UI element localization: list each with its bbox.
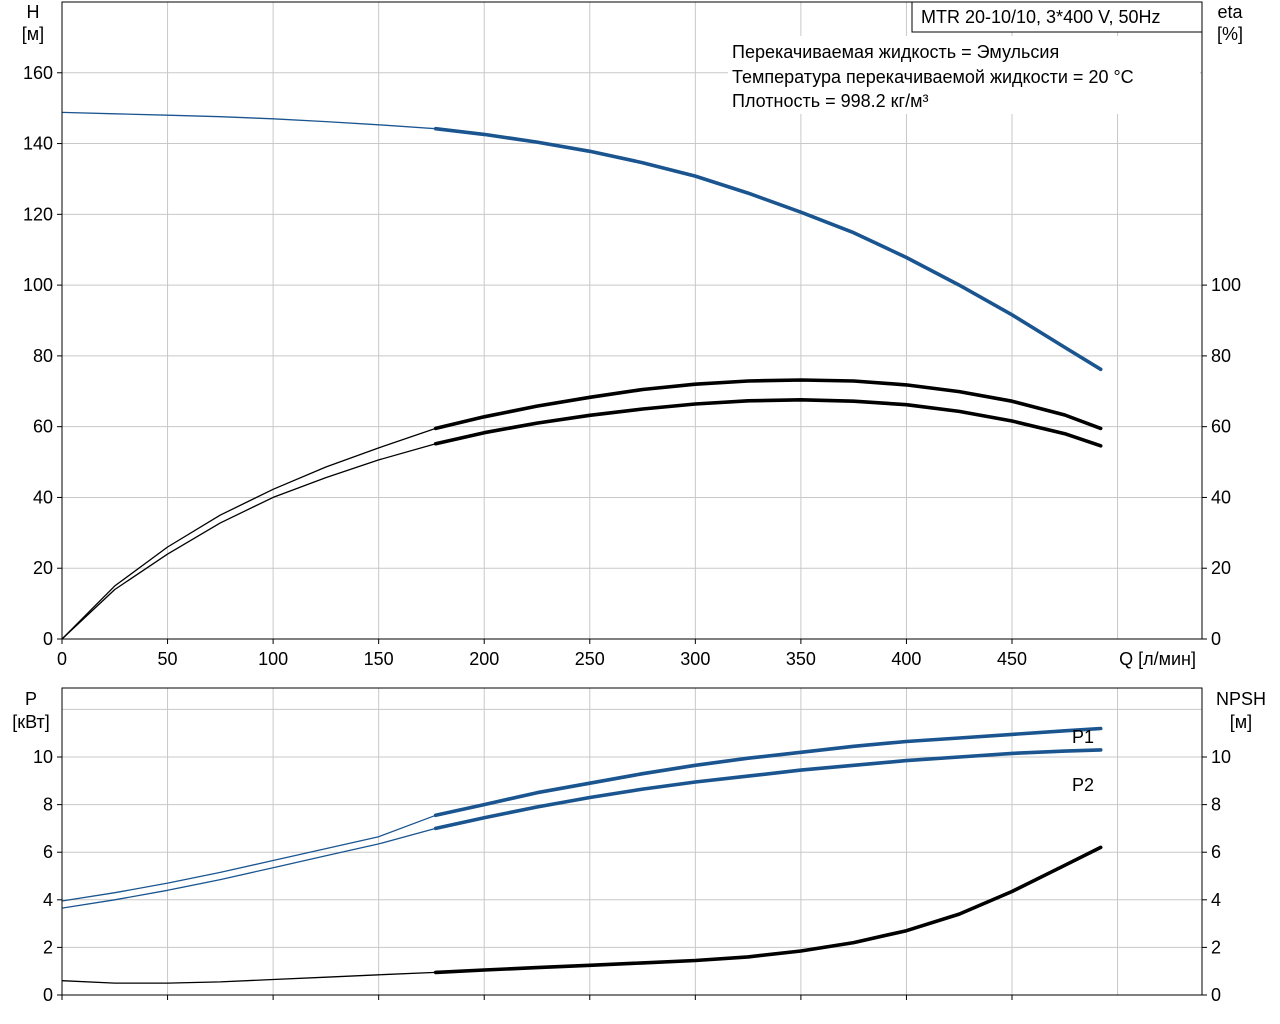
top-right-tick-label: 100 — [1211, 275, 1241, 295]
bottom-chart-curves — [61, 726, 1103, 984]
series-label-p2: P2 — [1072, 775, 1094, 795]
flow-axis-label: Q [л/мин] — [1119, 649, 1196, 669]
top-chart-grid — [62, 1, 1202, 639]
top-x-tick-label: 450 — [997, 649, 1027, 669]
top-left-tick-label: 160 — [23, 63, 53, 83]
top-curve-eta_pump-extended — [61, 427, 436, 640]
top-x-tick-label: 250 — [575, 649, 605, 669]
bottom-curve-P2-extended — [61, 827, 436, 909]
bottom-curve-NPSH — [433, 845, 1103, 975]
top-x-tick-label: 400 — [891, 649, 921, 669]
top-left-tick-label: 60 — [33, 417, 53, 437]
top-right-tick-label: 40 — [1211, 487, 1231, 507]
eta-axis-unit: [%] — [1217, 24, 1243, 44]
bottom-chart-grid — [62, 688, 1202, 995]
top-left-tick-label: 40 — [33, 487, 53, 507]
top-x-tick-label: 300 — [680, 649, 710, 669]
top-left-tick-label: 20 — [33, 558, 53, 578]
npsh-axis-unit: [м] — [1230, 712, 1252, 732]
npsh-axis-label: NPSH — [1216, 689, 1266, 709]
info-background — [728, 36, 1200, 114]
top-chart-frame — [61, 1, 1203, 640]
bottom-right-tick-label: 8 — [1211, 795, 1221, 815]
bottom-chart-ticks: 0 2 4 6 8 10 0 2 4 6 8 10 — [33, 747, 1231, 1005]
top-curve-eta_pump — [433, 378, 1103, 431]
model-label: MTR 20-10/10, 3*400 V, 50Hz — [921, 7, 1160, 27]
bottom-curve-P2 — [433, 748, 1103, 831]
top-curve-head — [433, 126, 1103, 372]
top-right-tick-label: 20 — [1211, 558, 1231, 578]
top-x-tick-label: 350 — [786, 649, 816, 669]
top-x-tick-label: 200 — [469, 649, 499, 669]
top-chart-ticks: 0 20 40 60 80 100 120 140 160 0 20 40 60 80 100 0 50 100 1… — [23, 63, 1241, 669]
top-left-tick-label: 120 — [23, 204, 53, 224]
bottom-left-tick-label: 10 — [33, 747, 53, 767]
info-liquid: Перекачиваемая жидкость = Эмульсия — [732, 42, 1059, 62]
top-x-tick-label: 150 — [364, 649, 394, 669]
bottom-curve-P1-extended — [61, 814, 436, 902]
top-left-tick-label: 140 — [23, 134, 53, 154]
info-density: Плотность = 998.2 кг/м³ — [732, 91, 928, 111]
bottom-curve-P1 — [433, 726, 1103, 818]
head-axis-label: H — [27, 2, 40, 22]
top-right-tick-label: 60 — [1211, 417, 1231, 437]
bottom-left-tick-label: 4 — [43, 890, 53, 910]
top-right-tick-label: 80 — [1211, 346, 1231, 366]
model-label-box — [911, 1, 1203, 33]
bottom-right-tick-label: 2 — [1211, 937, 1221, 957]
top-curve-head-extended — [61, 111, 436, 130]
top-x-tick-label: 50 — [158, 649, 178, 669]
top-curve-eta_total — [433, 397, 1103, 448]
info-temperature: Температура перекачиваемой жидкости = 20… — [732, 67, 1134, 87]
top-right-tick-label: 0 — [1211, 629, 1221, 649]
bottom-left-tick-label: 8 — [43, 795, 53, 815]
top-x-tick-label: 100 — [258, 649, 288, 669]
top-left-tick-label: 0 — [43, 629, 53, 649]
bottom-right-tick-label: 10 — [1211, 747, 1231, 767]
top-chart-curves — [61, 111, 1103, 640]
bottom-left-tick-label: 6 — [43, 842, 53, 862]
bottom-right-tick-label: 6 — [1211, 842, 1221, 862]
head-axis-unit: [м] — [22, 24, 44, 44]
bottom-right-tick-label: 4 — [1211, 890, 1221, 910]
bottom-chart-frame — [61, 687, 1203, 996]
top-left-tick-label: 100 — [23, 275, 53, 295]
power-axis-unit: [кВт] — [12, 712, 50, 732]
bottom-curve-NPSH-extended — [61, 971, 436, 984]
bottom-right-tick-label: 0 — [1211, 985, 1221, 1005]
top-left-tick-label: 80 — [33, 346, 53, 366]
top-curve-eta_total-extended — [61, 443, 436, 640]
top-x-tick-label: 0 — [57, 649, 67, 669]
bottom-left-tick-label: 2 — [43, 937, 53, 957]
eta-axis-label: eta — [1217, 2, 1243, 22]
bottom-left-tick-label: 0 — [43, 985, 53, 1005]
power-axis-label: P — [25, 689, 37, 709]
series-label-p1: P1 — [1072, 727, 1094, 747]
